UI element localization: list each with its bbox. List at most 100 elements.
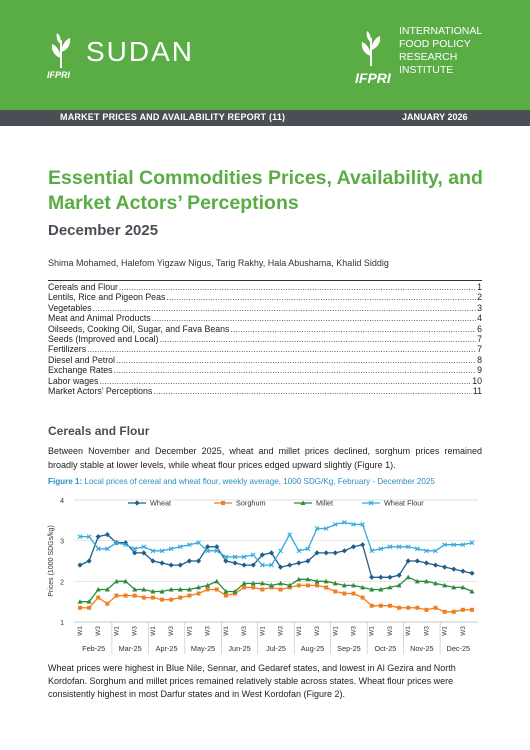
data-point: [433, 605, 438, 610]
data-point: [132, 586, 138, 592]
legend-label: Wheat: [150, 499, 171, 508]
data-point: [415, 605, 420, 610]
data-point: [214, 587, 219, 592]
data-point: [314, 526, 320, 531]
data-point: [95, 534, 101, 540]
data-point: [214, 578, 220, 584]
toc-entry-label: Cereals and Flour: [48, 282, 118, 292]
x-month-label: Mar-25: [119, 644, 142, 653]
x-week-label: W3: [387, 626, 394, 636]
toc-entry-label: Meat and Animal Products: [48, 313, 151, 324]
x-month-label: Sep-25: [337, 644, 361, 653]
data-point: [278, 587, 283, 592]
toc-entry-page: 11: [472, 385, 482, 396]
data-point: [77, 562, 83, 568]
data-point: [168, 586, 174, 592]
ifpri-wordmark-right: IFPRI: [355, 70, 391, 86]
data-point: [232, 588, 238, 594]
toc-entry-label: Diesel and Petrol: [48, 354, 115, 365]
data-point: [78, 605, 82, 610]
data-point: [368, 500, 374, 506]
toc-entry[interactable]: Labor wages 10: [48, 376, 482, 386]
data-point: [387, 544, 393, 550]
data-point: [269, 585, 274, 590]
data-point: [214, 548, 220, 554]
x-week-label: W1: [405, 626, 412, 636]
data-point: [241, 554, 247, 560]
data-point: [432, 562, 439, 568]
toc-entry[interactable]: Exchange Rates 9: [48, 365, 482, 375]
data-point: [342, 591, 347, 596]
data-point: [369, 574, 375, 580]
toc-leader-dots: [119, 282, 476, 292]
report-label: MARKET PRICES AND AVAILABILITY REPORT (1…: [60, 112, 286, 122]
data-point: [196, 540, 201, 546]
toc-leader-dots: [152, 313, 476, 323]
data-point: [369, 586, 375, 592]
data-point: [159, 548, 165, 554]
x-month-label: Apr-25: [156, 644, 178, 653]
data-point: [323, 526, 329, 531]
table-of-contents: Cereals and Flour1Lentils, Rice and Pige…: [48, 282, 482, 396]
data-point: [360, 522, 365, 527]
ifpri-leaf-logo-icon: [51, 33, 71, 68]
toc-leader-dots: [166, 292, 476, 302]
y-tick-label: 3: [60, 539, 64, 546]
toc-entry-label: Lentils, Rice and Pigeon Peas: [48, 292, 166, 303]
toc-leader-dots: [114, 365, 477, 375]
data-point: [333, 589, 338, 594]
data-point: [104, 531, 110, 538]
x-week-label: W1: [259, 626, 266, 636]
data-point: [141, 544, 147, 550]
data-point: [95, 586, 101, 592]
data-point: [250, 580, 256, 586]
data-point: [423, 560, 430, 566]
series-line: [79, 533, 473, 578]
toc-entry-page: 6: [477, 323, 482, 334]
section-paragraph-1: Between November and December 2025, whea…: [48, 446, 482, 470]
toc-leader-dots: [230, 324, 476, 334]
data-point: [397, 605, 402, 610]
figure-label: Figure 1:: [48, 477, 83, 486]
data-point: [296, 548, 302, 554]
toc-entry[interactable]: Fertilizers 7: [48, 344, 482, 354]
data-point: [86, 534, 92, 539]
toc-leader-dots: [116, 355, 476, 365]
data-point: [469, 570, 475, 576]
data-point: [315, 583, 320, 588]
figure-caption-text: Local prices of cereal and wheat flour, …: [84, 477, 435, 486]
data-point: [178, 595, 183, 600]
data-point: [205, 582, 211, 588]
toc-entry[interactable]: Cereals and Flour 1: [48, 282, 482, 292]
toc-entry[interactable]: Market Actors’ Perceptions 11: [48, 386, 482, 396]
x-week-label: W3: [95, 626, 102, 636]
toc-entry[interactable]: Meat and Animal Products 4: [48, 313, 482, 323]
x-week-label: W3: [350, 626, 357, 636]
toc-entry[interactable]: Oilseeds, Cooking Oil, Sugar, and Fava B…: [48, 324, 482, 334]
data-point: [433, 548, 438, 554]
toc-leader-dots: [160, 334, 477, 344]
toc-entry[interactable]: Vegetables 3: [48, 303, 482, 313]
toc-entry[interactable]: Diesel and Petrol 8: [48, 355, 482, 365]
data-point: [259, 580, 265, 586]
toc-entry[interactable]: Lentils, Rice and Pigeon Peas 2: [48, 292, 482, 302]
data-point: [451, 584, 457, 590]
data-point: [287, 582, 293, 588]
data-point: [460, 584, 466, 590]
y-tick-label: 1: [60, 620, 64, 627]
data-point: [405, 574, 411, 580]
series-line: [80, 576, 473, 603]
x-month-label: May-25: [191, 644, 215, 653]
data-point: [187, 542, 192, 548]
data-point: [451, 609, 456, 614]
toc-entry[interactable]: Seeds (Improved and Local) 7: [48, 334, 482, 344]
data-point: [414, 578, 420, 584]
x-week-label: W1: [442, 626, 449, 636]
toc-entry-label: Labor wages: [48, 375, 99, 386]
x-week-label: W1: [150, 626, 157, 636]
data-point: [232, 560, 238, 566]
data-point: [451, 566, 457, 572]
x-week-label: W1: [186, 626, 193, 636]
data-point: [123, 593, 128, 598]
data-point: [242, 585, 247, 590]
